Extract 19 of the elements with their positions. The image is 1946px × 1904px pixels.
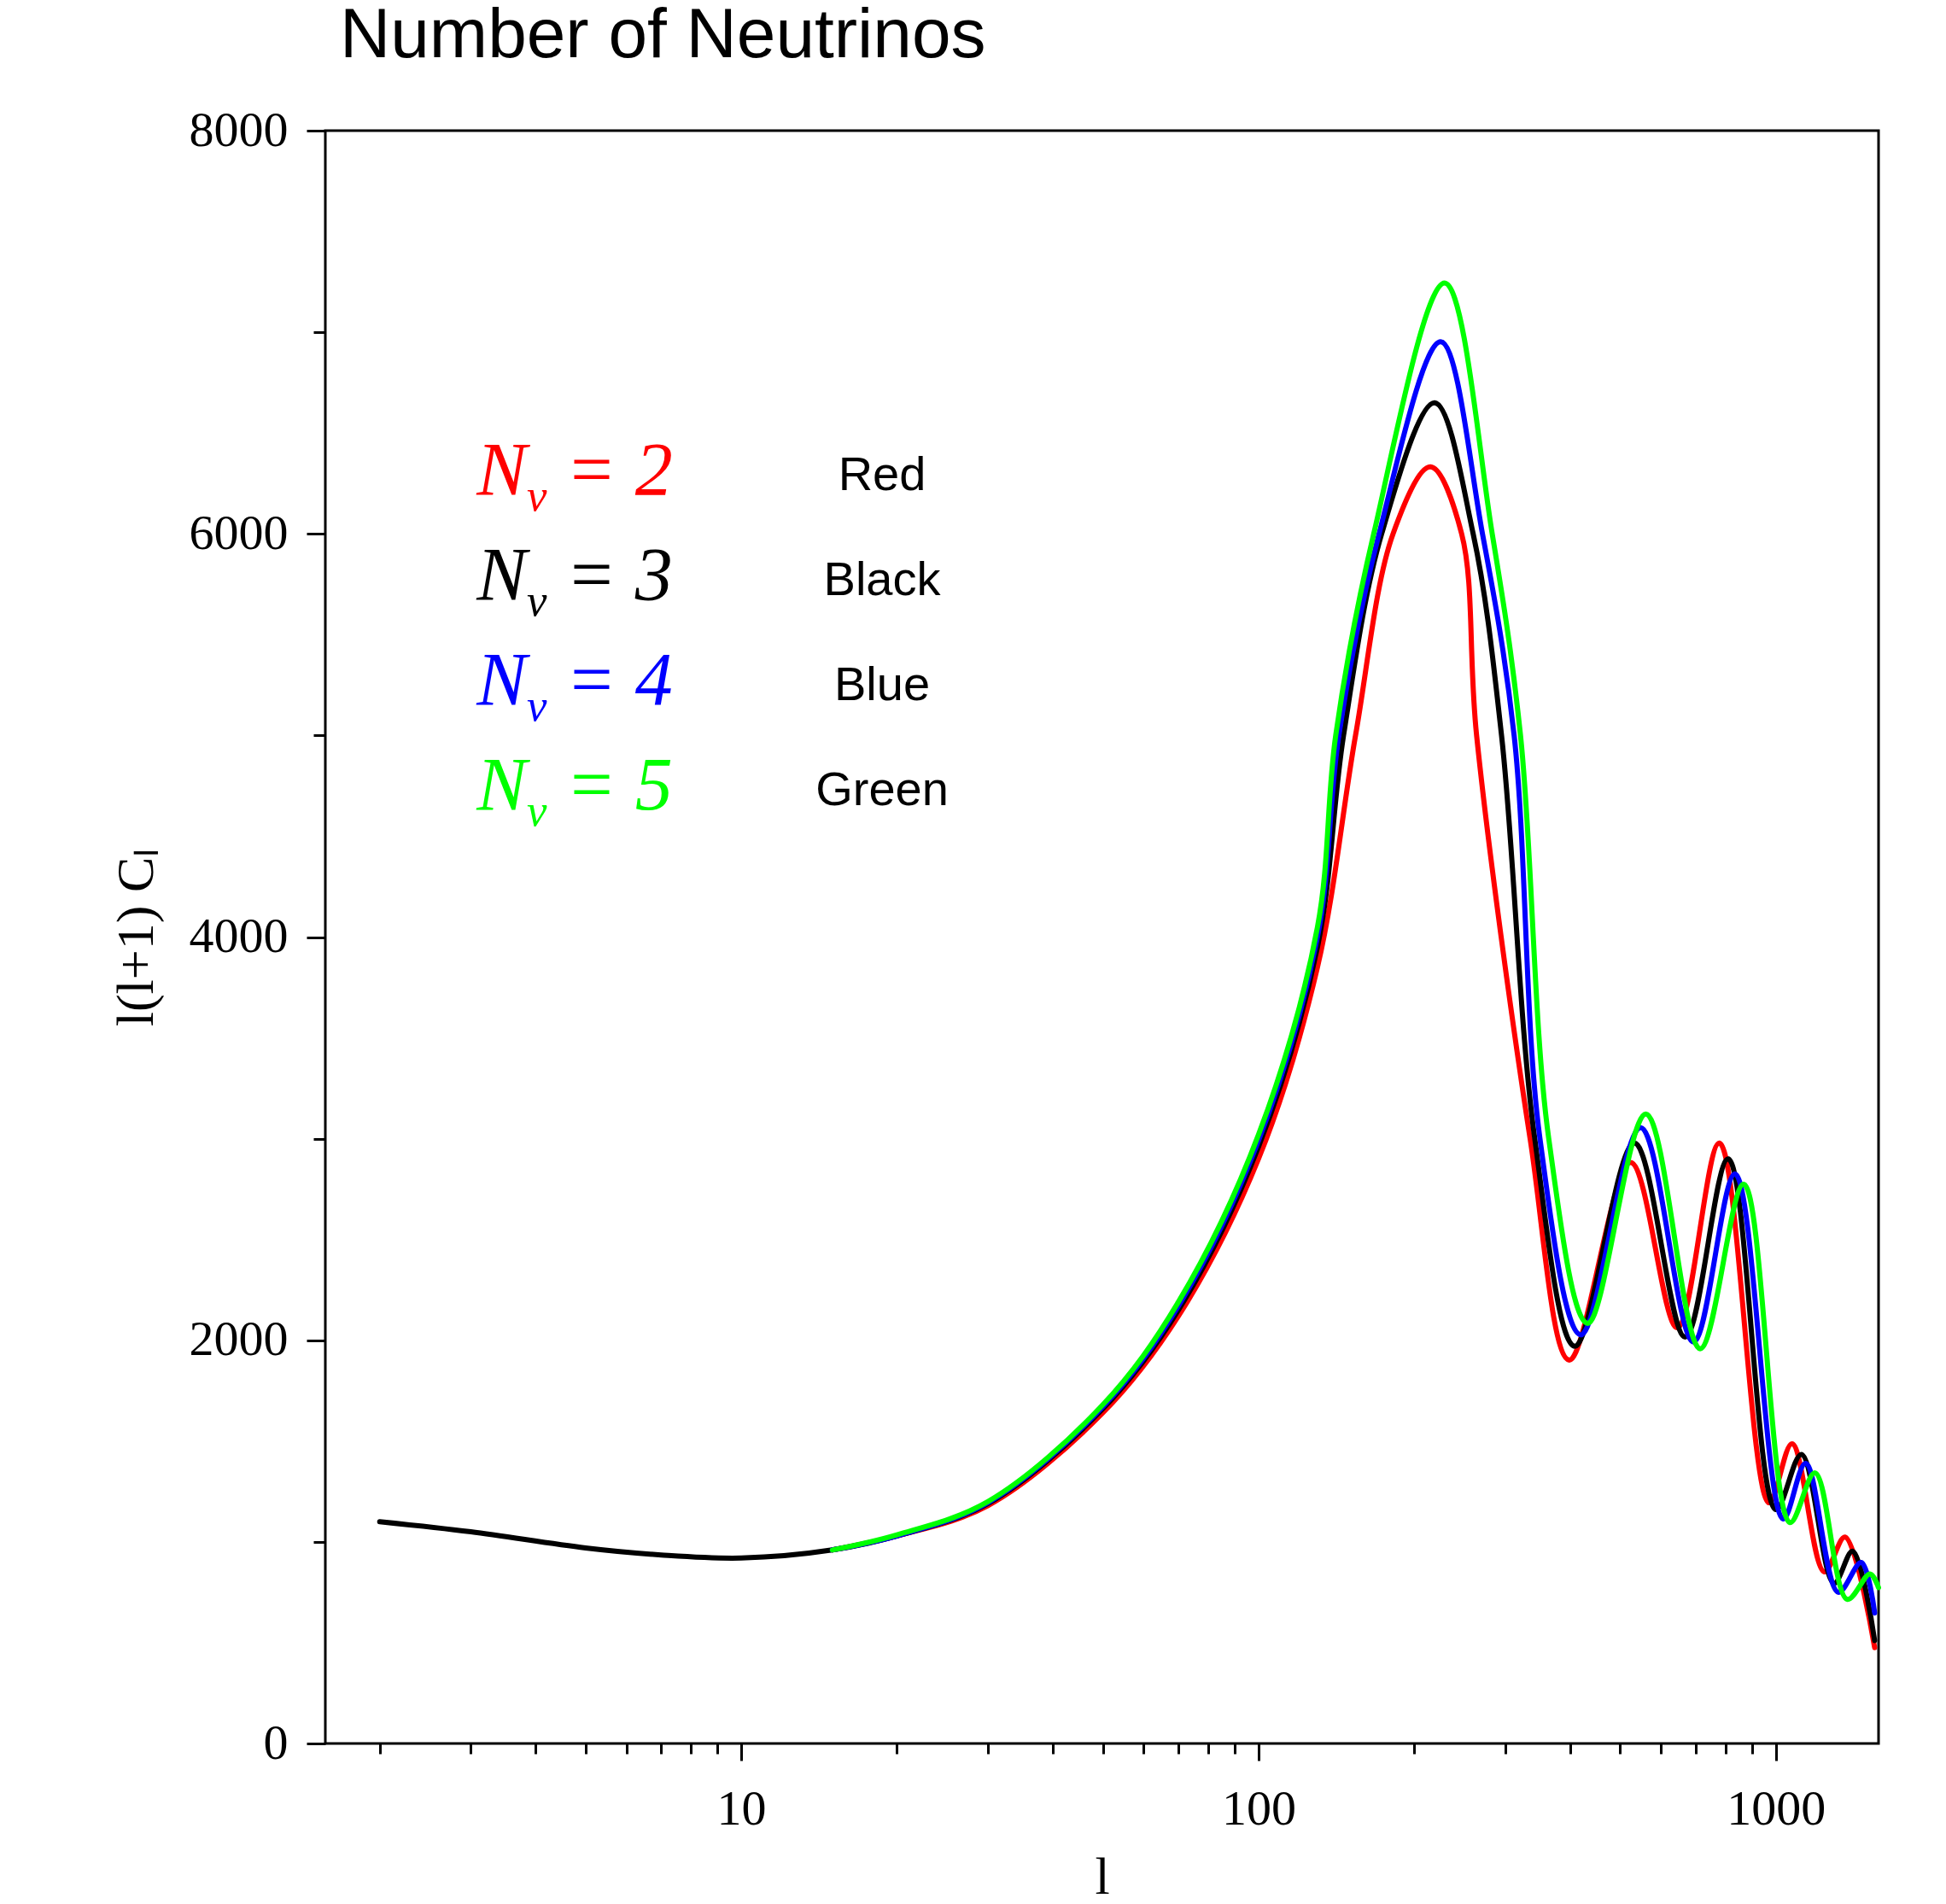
x-tick-label: 10 [716, 1779, 767, 1836]
y-tick-label: 0 [263, 1714, 289, 1770]
text: N$_{ν}$ = 5 [475, 742, 674, 837]
x-tick-label: 1000 [1727, 1779, 1826, 1836]
chart-title: Number of Neutrinos [340, 0, 986, 72]
annotation: Blue [833, 656, 932, 712]
x-axis-title: l [1095, 1846, 1110, 1904]
text: N$_{ν}$ = 4 [475, 637, 674, 732]
y-tick-label: 4000 [189, 908, 289, 963]
annotation: Green [815, 761, 950, 817]
y-tick-label: 6000 [189, 504, 289, 560]
text: N$_{ν}$ = 2 [475, 427, 674, 522]
legend-label: N$_{ν}$ = 3 [475, 532, 674, 627]
annotation: Black [822, 551, 942, 607]
x-tick-label: 100 [1221, 1779, 1296, 1836]
y-tick-label: 8000 [189, 101, 289, 157]
y-tick-label: 2000 [189, 1311, 289, 1367]
y-axis-title: l(l+1) Cₗ [105, 848, 165, 1027]
annotation: Red [837, 446, 927, 502]
